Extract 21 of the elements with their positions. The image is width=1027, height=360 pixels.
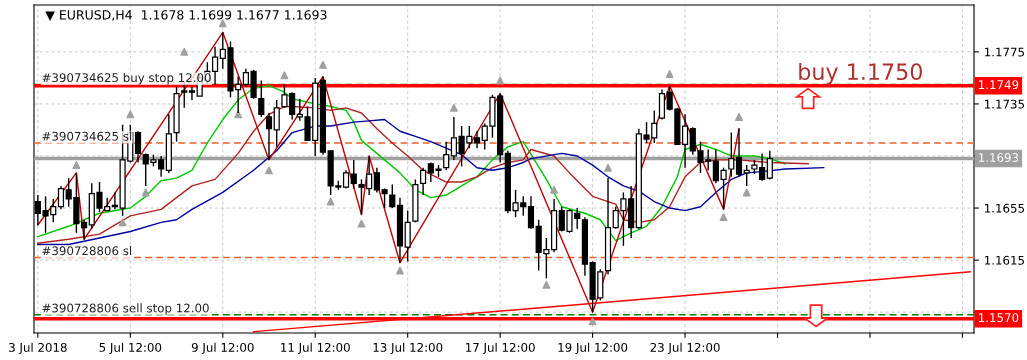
x-tick-label: 13 Jul 12:00	[373, 342, 443, 355]
ref-line-label: 1.1749	[979, 80, 1019, 90]
x-tick-label: 17 Jul 12:00	[466, 342, 535, 355]
ref-line-label: #390728806 sl	[42, 246, 132, 256]
chart-title: ▼ EURUSD,H4 1.1678 1.1699 1.1677 1.1693	[45, 10, 327, 21]
y-tick-label: 1.1655	[985, 203, 1024, 213]
x-tick-label: 11 Jul 12:00	[281, 342, 350, 355]
x-tick-label: 5 Jul 12:00	[99, 342, 162, 355]
x-tick-label: 19 Jul 12:00	[558, 342, 628, 355]
y-tick-label: 1.1775	[985, 47, 1024, 57]
y-tick-label: 1.1615	[985, 255, 1024, 265]
ref-line-label: 1.1570	[979, 313, 1019, 323]
ref-line-label: #390734625 buy stop 12.00	[42, 72, 211, 85]
x-tick-label: 3 Jul 2018	[9, 342, 67, 355]
x-tick-label: 9 Jul 12:00	[191, 342, 254, 355]
x-tick-label: 23 Jul 12:00	[650, 342, 720, 355]
ref-line-label: 1.1693	[979, 153, 1019, 163]
annotation: buy 1.1750	[799, 62, 922, 85]
ref-line-label: #390734625 sl	[42, 131, 132, 141]
ref-line-label: #390728806 sell stop 12.00	[42, 303, 209, 315]
y-tick-label: 1.1735	[985, 99, 1024, 109]
